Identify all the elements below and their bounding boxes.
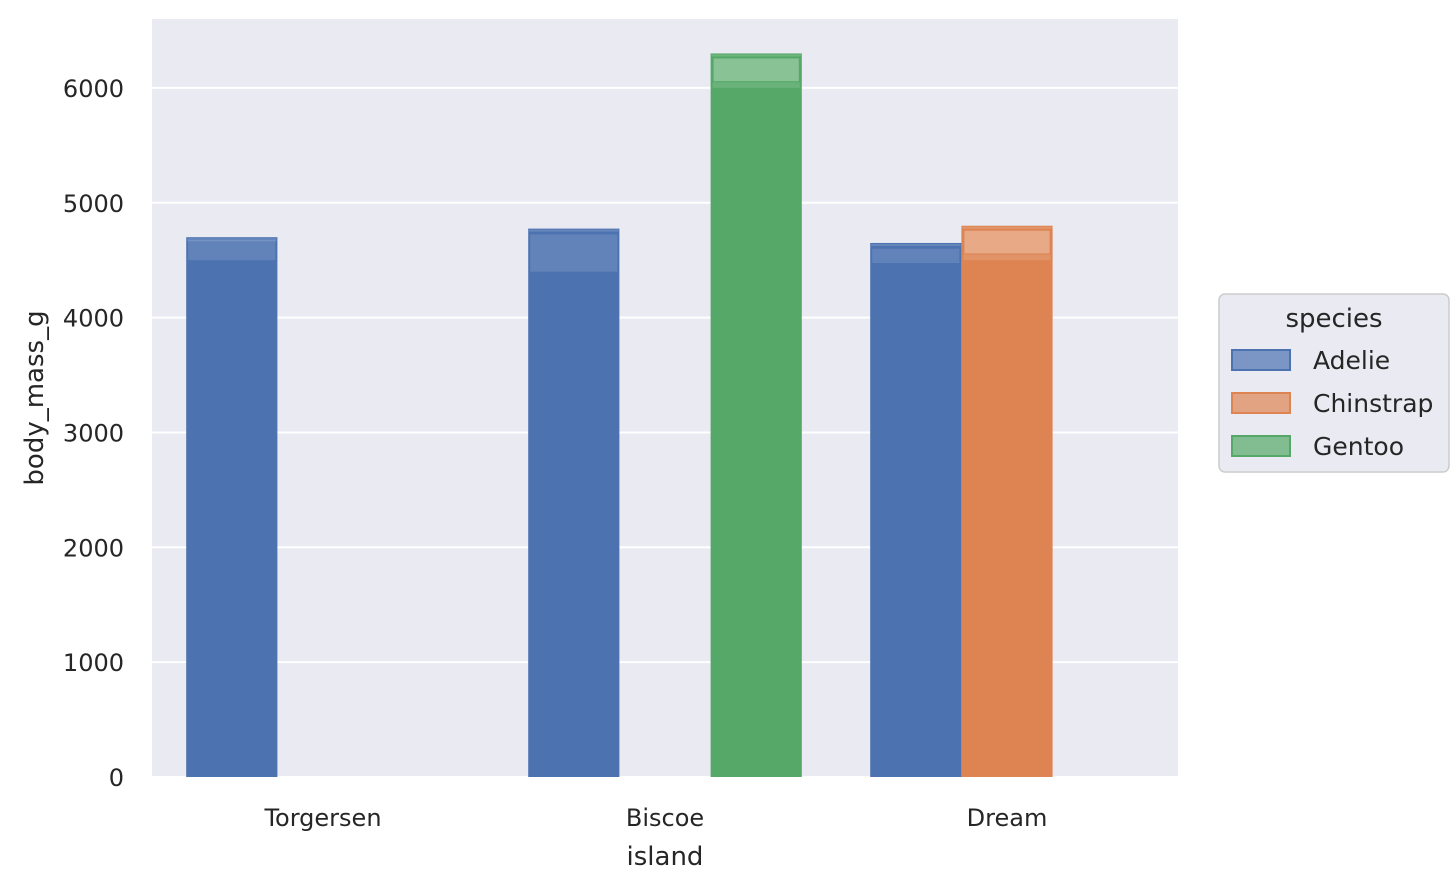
legend-swatch-adelie [1231, 349, 1291, 371]
y-tick-label: 5000 [63, 190, 124, 218]
x-tick-label: Dream [967, 804, 1048, 832]
y-tick-label: 0 [109, 764, 124, 792]
y-tick-labels: 0 1000 2000 3000 4000 5000 6000 [63, 75, 124, 792]
legend-label-adelie: Adelie [1313, 346, 1390, 375]
y-axis-label: body_mass_g [20, 310, 50, 485]
bar-chinstrap-dream [961, 225, 1053, 777]
bar-lower-band [712, 82, 800, 88]
bar-upper-band [529, 231, 619, 236]
y-tick-label: 1000 [63, 649, 124, 677]
y-tick-label: 3000 [63, 419, 124, 447]
x-tick-label: Torgersen [263, 804, 381, 832]
bar-lower-band [530, 234, 618, 272]
bar-adelie-dream [870, 242, 962, 778]
legend-label-chinstrap: Chinstrap [1313, 389, 1433, 418]
bar-gentoo-biscoe [710, 53, 802, 778]
bars [186, 53, 1053, 778]
bar-top-edge [711, 54, 801, 58]
x-axis-label: island [627, 842, 704, 872]
grid-lines [152, 86, 1178, 778]
legend-swatch-gentoo [1231, 435, 1291, 457]
bar-top-edge [187, 238, 277, 242]
bar-lower-band [872, 248, 960, 264]
legend-swatch-chinstrap [1231, 392, 1291, 414]
bar-adelie-biscoe [528, 228, 620, 777]
legend-items: Adelie Chinstrap Gentoo [1231, 346, 1433, 461]
legend-title: species [1285, 304, 1382, 334]
x-tick-labels: Torgersen Biscoe Dream [263, 804, 1047, 832]
bar-upper-band [962, 228, 1052, 256]
bar-lower-band [963, 254, 1051, 261]
y-tick-label: 4000 [63, 305, 124, 333]
bar-upper-band [871, 245, 961, 250]
x-tick-label: Biscoe [626, 804, 704, 832]
legend: species Adelie Chinstrap Gentoo [1218, 293, 1450, 473]
bar-upper-band [711, 56, 801, 84]
bar-top-edge [529, 229, 619, 233]
bar-top-edge [962, 226, 1052, 230]
y-tick-label: 6000 [63, 75, 124, 103]
bar-lower-band [188, 240, 276, 261]
bar-top-edge [871, 243, 961, 247]
legend-label-gentoo: Gentoo [1313, 432, 1404, 461]
y-tick-label: 2000 [63, 534, 124, 562]
bar-adelie-torgersen [186, 237, 278, 777]
legend-box [1218, 293, 1450, 473]
